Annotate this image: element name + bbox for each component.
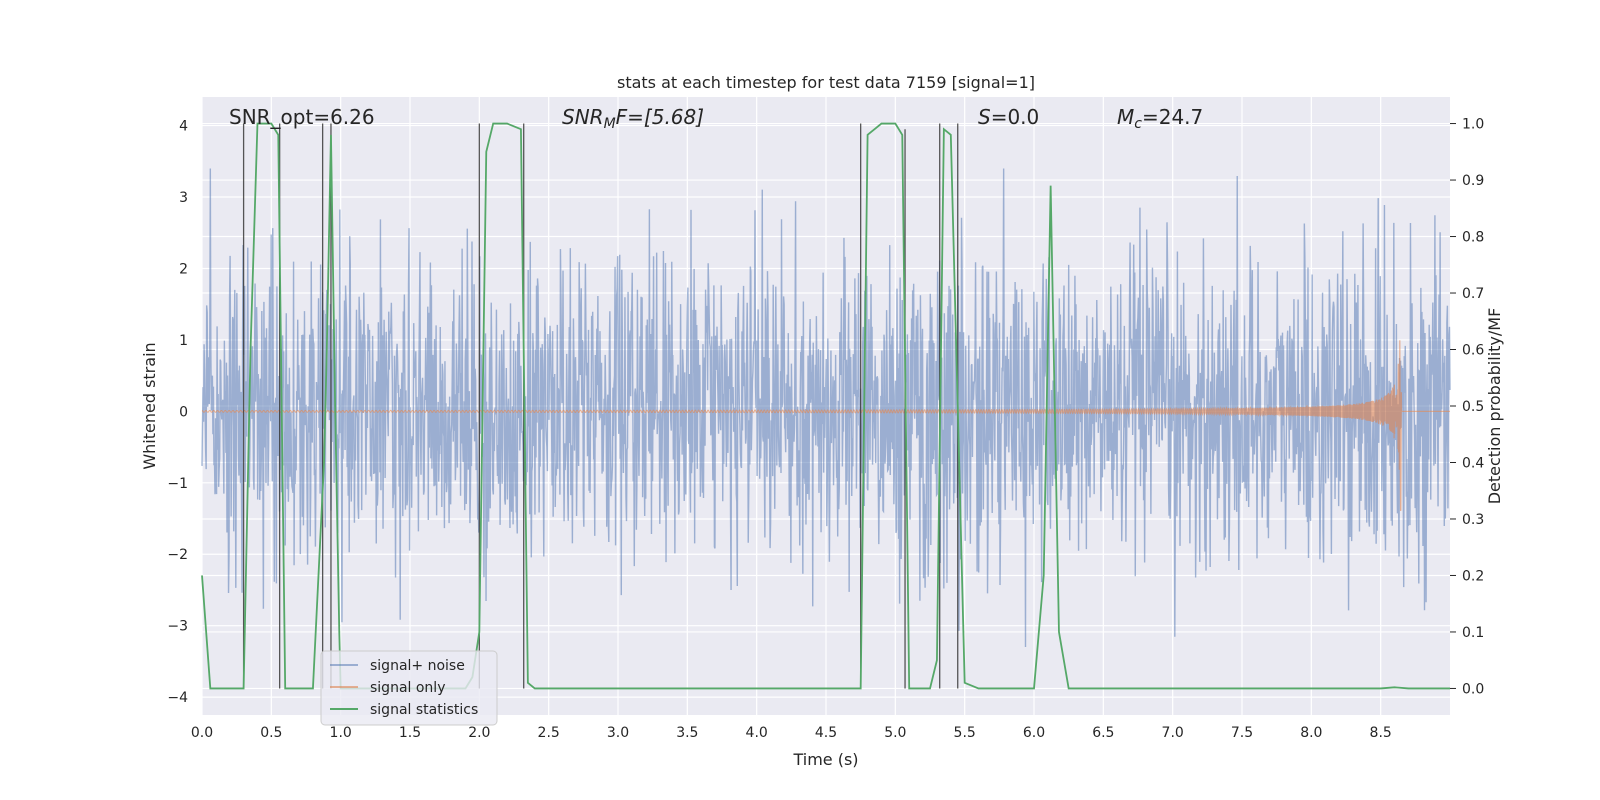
signal-statistics-line (201, 122, 1450, 690)
x-tick-15: 7.5 (1231, 725, 1253, 741)
x-tick-labels: 0.0 0.5 1.0 1.5 2.0 2.5 3.0 3.5 4.0 4.5 5.0 5.5 6.0 6… (191, 725, 1392, 741)
series-signal-only (201, 340, 1450, 512)
y-tick-labels: −4 −3 −2 −1 0 1 2 3 4 (167, 119, 188, 707)
legend: signal+ noise signal only signal statist… (320, 650, 498, 726)
y-tick-0: −4 (167, 690, 188, 706)
y-tick-6: 2 (179, 261, 188, 277)
y-right-tick-labels: 0.0 0.1 0.2 0.3 0.4 0.5 0.6 0.7 0.8 0.9 1.0 (1450, 117, 1484, 697)
legend-label-signal-statistics: signal statistics (370, 702, 478, 718)
x-tick-6: 3.0 (607, 725, 629, 741)
legend-label-signal-noise: signal+ noise (370, 658, 465, 674)
x-tick-10: 5.0 (884, 725, 906, 741)
annotation-snr-opt: SNR_opt=6.26 (229, 105, 375, 129)
y-right-axis-label: Detection probability/MF (1485, 308, 1504, 505)
legend-label-signal-only: signal only (370, 680, 445, 696)
x-tick-14: 7.0 (1162, 725, 1184, 741)
legend-box (320, 650, 498, 726)
x-tick-2: 1.0 (330, 725, 352, 741)
y-tick-2: −2 (167, 547, 188, 563)
x-tick-4: 2.0 (468, 725, 490, 741)
x-axis-label: Time (s) (792, 750, 858, 769)
y-tick-1: −3 (167, 619, 188, 635)
x-tick-11: 5.5 (954, 725, 976, 741)
y-axis-label: Whitened strain (140, 342, 159, 469)
x-tick-8: 4.0 (746, 725, 768, 741)
y-tick-7: 3 (179, 190, 188, 206)
annotation-snr-mf: SNRMF=[5.68] (562, 105, 704, 132)
y-right-tick-10: 1.0 (1462, 117, 1484, 133)
x-tick-0: 0.0 (191, 725, 213, 741)
annotation-mc: Mc=24.7 (1117, 105, 1203, 132)
y-tick-4: 0 (179, 404, 188, 420)
y-right-tick-1: 0.1 (1462, 625, 1484, 641)
series-signal-noise (201, 168, 1451, 648)
y-right-tick-3: 0.3 (1462, 512, 1484, 528)
y-right-tick-6: 0.6 (1462, 343, 1484, 359)
x-tick-9: 4.5 (815, 725, 837, 741)
chart-title: stats at each timestep for test data 715… (617, 73, 1035, 92)
x-tick-12: 6.0 (1023, 725, 1045, 741)
x-tick-16: 8.0 (1300, 725, 1322, 741)
x-tick-17: 8.5 (1370, 725, 1392, 741)
y-tick-8: 4 (179, 119, 188, 135)
annotation-s: S=0.0 (978, 105, 1039, 129)
x-tick-3: 1.5 (399, 725, 421, 741)
y-right-tick-7: 0.7 (1462, 286, 1484, 302)
x-tick-5: 2.5 (538, 725, 560, 741)
y-right-tick-8: 0.8 (1462, 230, 1484, 246)
y-right-tick-0: 0.0 (1462, 681, 1484, 697)
x-tick-7: 3.5 (676, 725, 698, 741)
x-tick-1: 0.5 (260, 725, 282, 741)
signal-noise-line (201, 168, 1451, 648)
signal-only-line (201, 340, 1450, 512)
y-tick-3: −1 (167, 476, 188, 492)
series-signal-statistics (201, 122, 1450, 690)
y-right-tick-4: 0.4 (1462, 455, 1484, 471)
y-right-tick-2: 0.2 (1462, 568, 1484, 584)
x-tick-13: 6.5 (1092, 725, 1114, 741)
y-tick-5: 1 (179, 333, 188, 349)
y-right-tick-5: 0.5 (1462, 399, 1484, 415)
y-right-tick-9: 0.9 (1462, 173, 1484, 189)
